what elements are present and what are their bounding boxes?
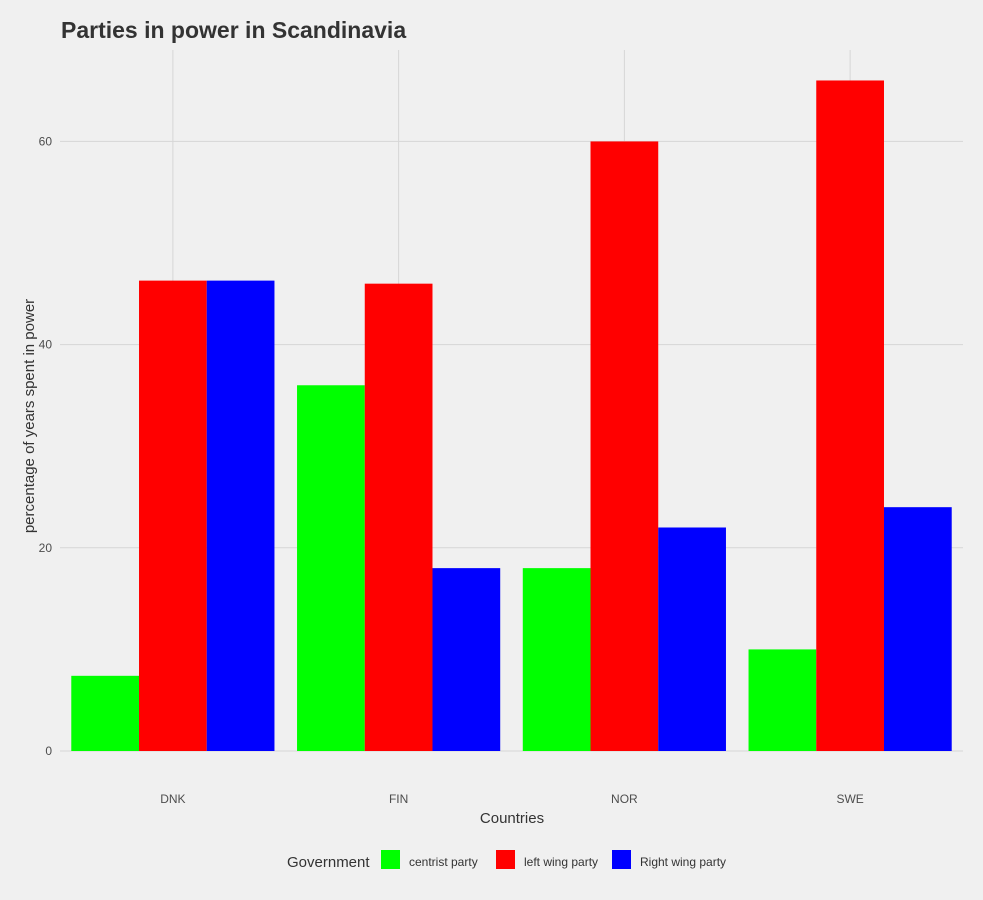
bar-dnk-centrist-party bbox=[71, 675, 140, 751]
legend-key-centrist-party bbox=[381, 850, 400, 869]
y-tick-label: 0 bbox=[45, 744, 52, 758]
y-tick-label: 40 bbox=[39, 338, 53, 352]
y-tick-label: 60 bbox=[39, 134, 53, 148]
legend-label: left wing party bbox=[524, 855, 598, 869]
x-tick-label: SWE bbox=[836, 792, 863, 806]
y-axis-ticks: 0 20 40 60 bbox=[39, 134, 53, 758]
bar-fin-right-wing-party bbox=[432, 568, 501, 751]
x-tick-label: DNK bbox=[160, 792, 185, 806]
y-tick-label: 20 bbox=[39, 541, 53, 555]
bar-nor-left-wing-party bbox=[590, 141, 659, 751]
bar-fin-left-wing-party bbox=[364, 283, 433, 751]
x-tick-label: NOR bbox=[611, 792, 638, 806]
bar-nor-centrist-party bbox=[522, 568, 591, 751]
x-axis-ticks: DNK FIN NOR SWE bbox=[160, 792, 864, 806]
legend-key-left-wing-party bbox=[496, 850, 515, 869]
bar-dnk-left-wing-party bbox=[139, 280, 207, 751]
bar-swe-right-wing-party bbox=[883, 507, 952, 751]
bar-fin-centrist-party bbox=[297, 385, 365, 751]
legend-label: Right wing party bbox=[640, 855, 726, 869]
bar-swe-centrist-party bbox=[748, 649, 817, 751]
bar-nor-right-wing-party bbox=[658, 527, 726, 751]
chart-title: Parties in power in Scandinavia bbox=[61, 17, 406, 43]
bar-swe-left-wing-party bbox=[816, 80, 884, 751]
legend: Government centrist party left wing party… bbox=[287, 850, 726, 871]
legend-key-right-wing-party bbox=[612, 850, 631, 869]
bars bbox=[71, 80, 952, 751]
legend-title: Government bbox=[287, 854, 370, 871]
bar-dnk-right-wing-party bbox=[206, 280, 275, 751]
legend-label: centrist party bbox=[409, 855, 478, 869]
x-tick-label: FIN bbox=[389, 792, 408, 806]
x-axis-title: Countries bbox=[480, 810, 544, 827]
y-axis-title: percentage of years spent in power bbox=[21, 299, 38, 533]
